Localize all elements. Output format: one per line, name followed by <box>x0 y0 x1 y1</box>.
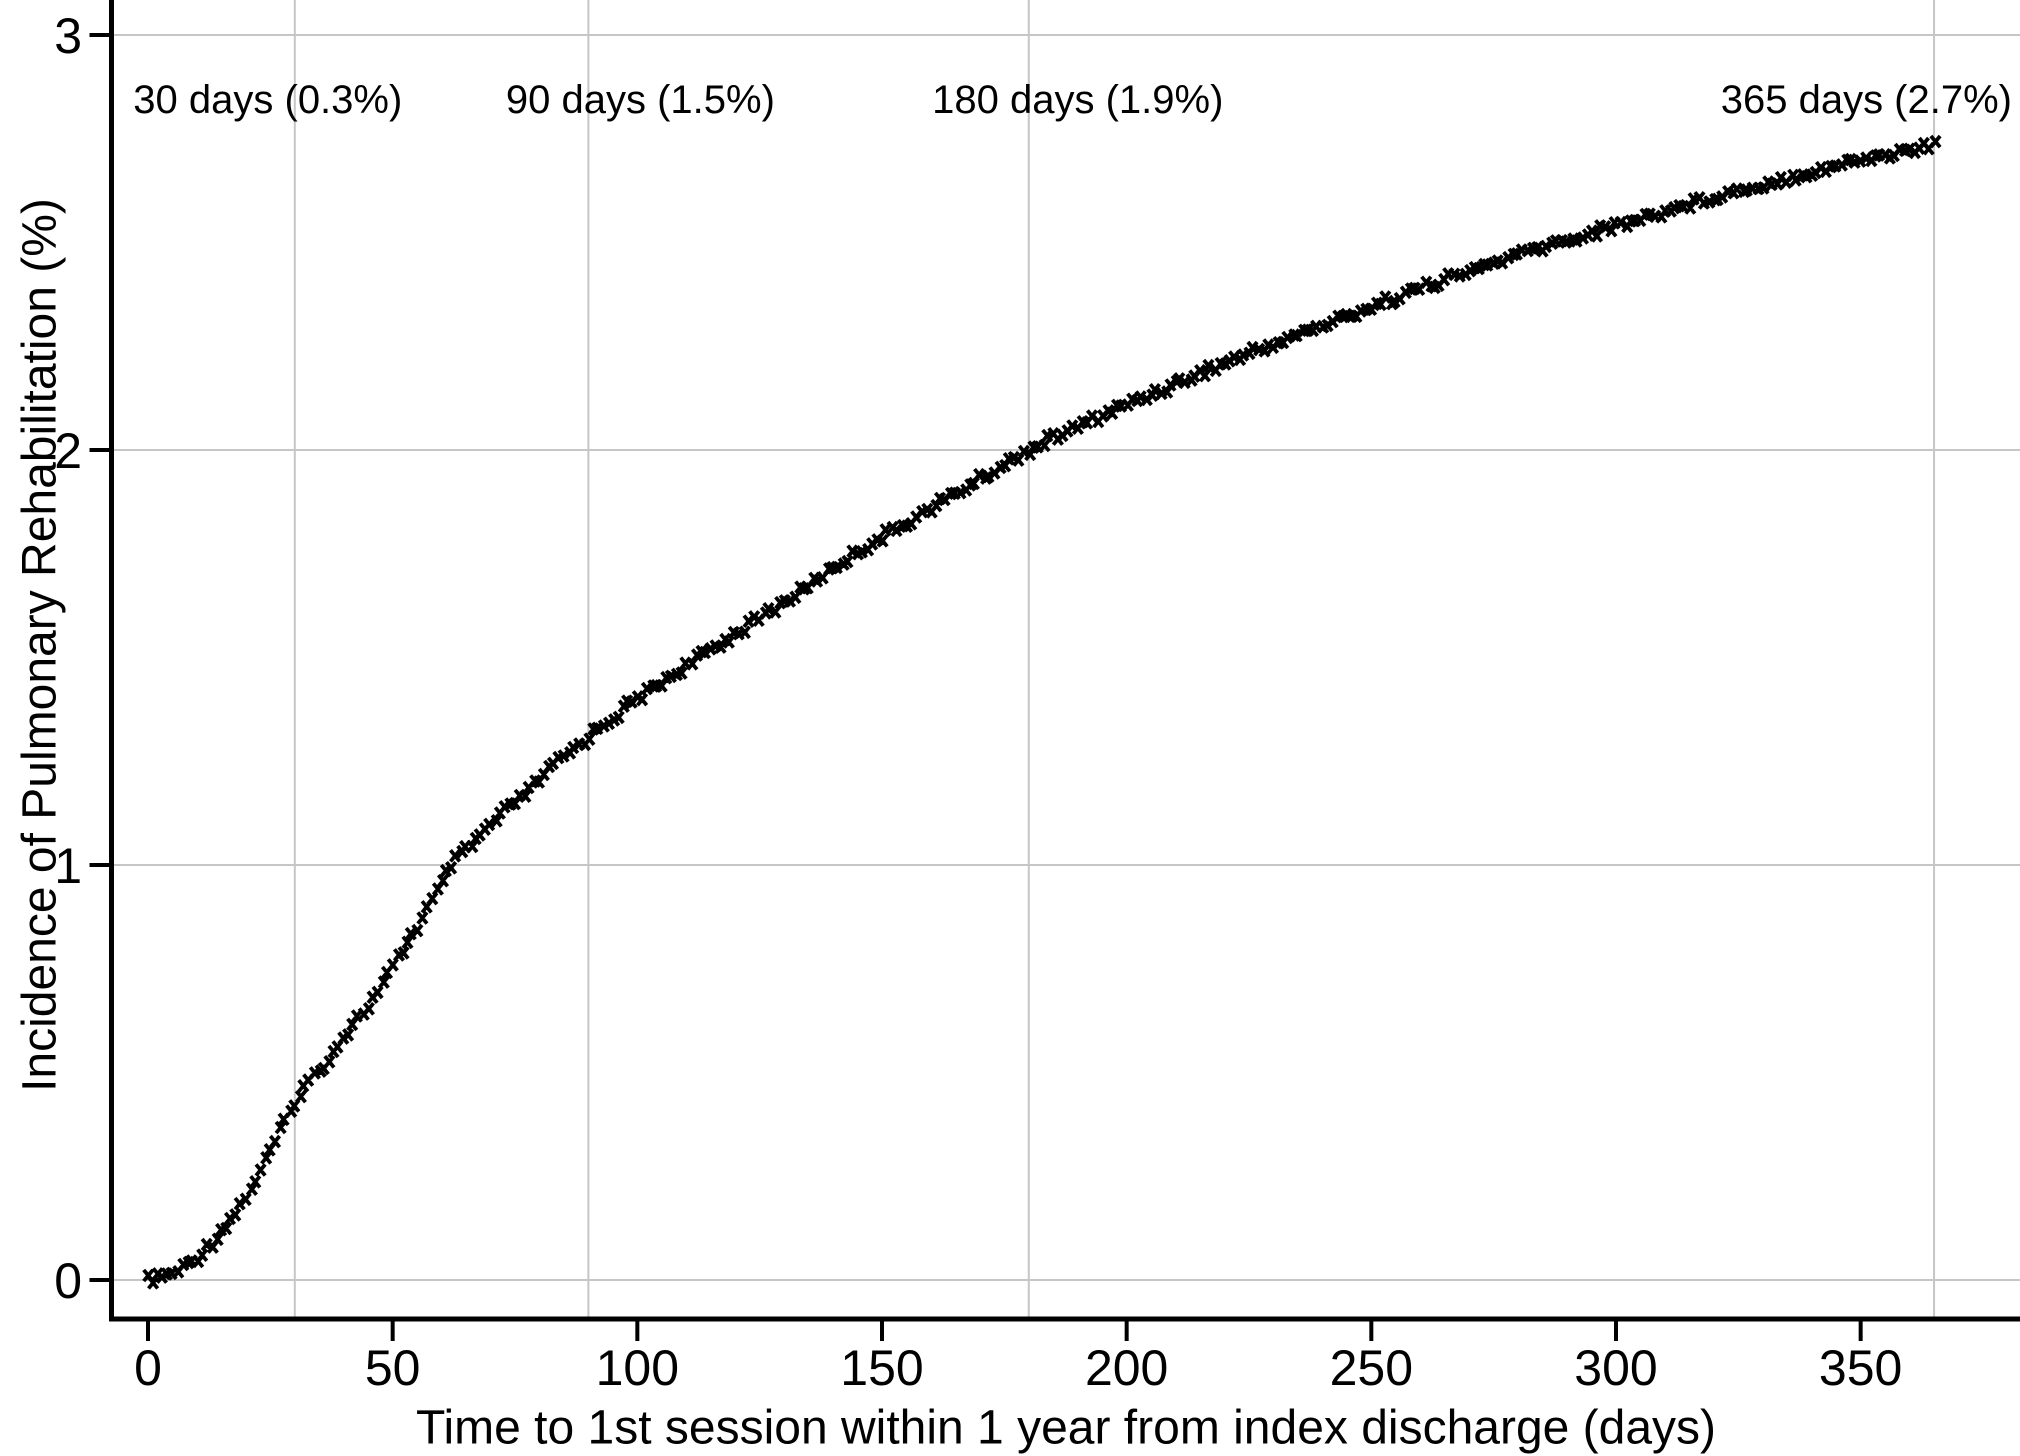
tick-labels: 0 1 2 3 0 50 100 150 200 250 300 350 <box>54 8 1902 1396</box>
ticks <box>89 33 1863 1341</box>
y-tick-label: 1 <box>54 838 82 894</box>
annotation-label: 30 days (0.3%) <box>133 78 402 122</box>
x-axis-title: Time to 1st session within 1 year from i… <box>415 1401 1717 1455</box>
y-tick-label: 3 <box>54 8 82 64</box>
incidence-curve <box>142 134 1942 1290</box>
x-tick-label: 300 <box>1574 1340 1657 1396</box>
x-markers <box>142 134 1942 1290</box>
x-tick-label: 250 <box>1330 1340 1413 1396</box>
x-tick-label: 150 <box>840 1340 923 1396</box>
annotation-label: 365 days (2.7%) <box>1721 78 2012 122</box>
y-axis-title: Incidence of Pulmonary Rehabilitation (%… <box>13 198 67 1092</box>
x-tick-label: 0 <box>134 1340 162 1396</box>
x-tick-label: 200 <box>1085 1340 1168 1396</box>
annotation-label: 180 days (1.9%) <box>932 78 1223 122</box>
x-tick-label: 350 <box>1819 1340 1902 1396</box>
gridlines <box>111 0 2020 1319</box>
x-tick-label: 50 <box>365 1340 421 1396</box>
axes <box>109 0 2020 1322</box>
annotation-label: 90 days (1.5%) <box>506 78 775 122</box>
x-tick-label: 100 <box>596 1340 679 1396</box>
annotations: 30 days (0.3%) 90 days (1.5%) 180 days (1.… <box>133 78 2012 122</box>
y-tick-label: 2 <box>54 423 82 479</box>
y-tick-label: 0 <box>54 1253 82 1309</box>
